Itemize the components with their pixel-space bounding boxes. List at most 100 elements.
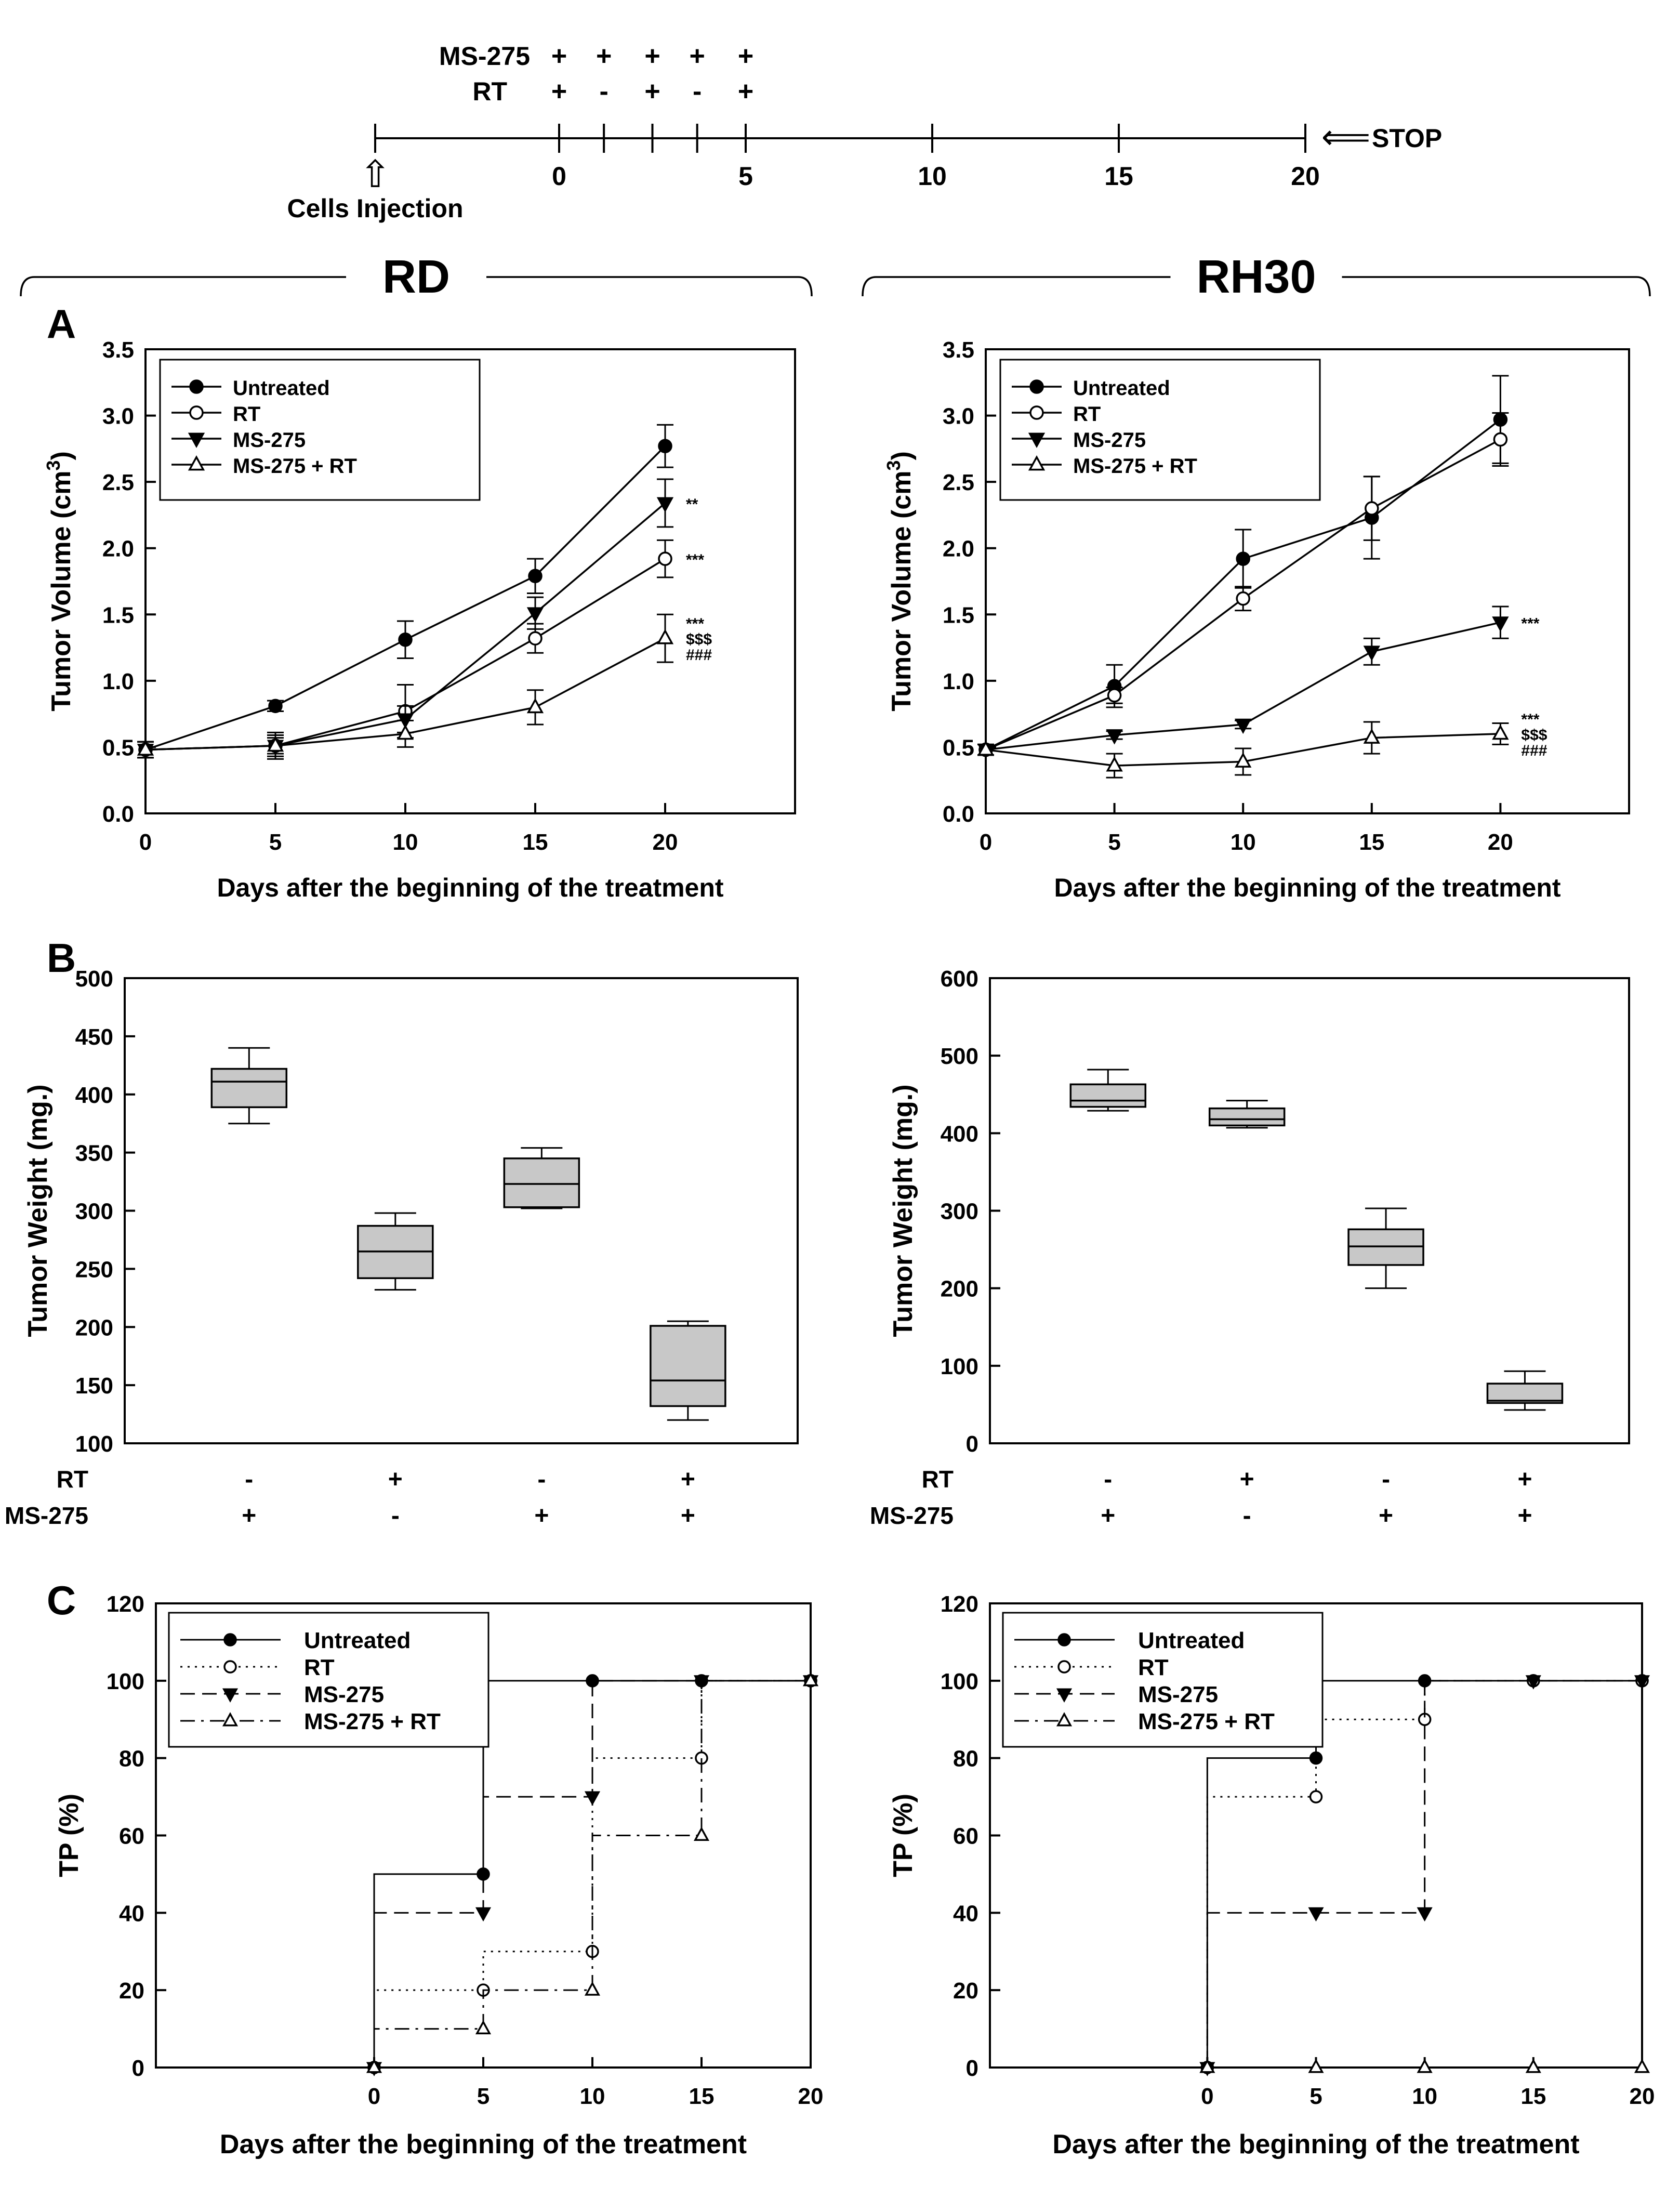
y-tick-label: 200 — [941, 1276, 978, 1302]
y-tick-label: 1.0 — [102, 669, 134, 694]
legend-label: MS-275 — [1073, 429, 1146, 452]
group-brace-rd: RD — [20, 251, 813, 303]
y-tick-label: 3.0 — [102, 404, 134, 429]
timeline-ms275-mark: + — [596, 41, 612, 71]
box-3 — [503, 1147, 580, 1209]
legend-marker — [223, 1660, 237, 1674]
treatment-rt-mark: + — [388, 1466, 403, 1493]
x-tick-label: 15 — [523, 829, 548, 855]
plot-frame — [989, 977, 1630, 1444]
data-point — [1236, 591, 1250, 606]
x-tick-label: 15 — [689, 2084, 715, 2109]
significance-label: $$$ — [686, 631, 712, 648]
x-axis-title: Days after the beginning of the treatmen… — [1054, 873, 1560, 902]
data-point — [267, 736, 284, 752]
legend-label: MS-275 — [304, 1682, 384, 1707]
y-tick-label: 0 — [132, 2056, 144, 2081]
box-1 — [1069, 1069, 1147, 1112]
data-point — [1525, 1675, 1541, 1690]
treatment-ms275-mark: + — [534, 1502, 549, 1530]
legend-marker — [188, 432, 205, 449]
plot-frame — [985, 348, 1630, 814]
box-iqr — [210, 1068, 288, 1109]
x-tick-label: 10 — [1231, 829, 1256, 855]
y-tick-label: 40 — [953, 1901, 978, 1926]
x-axis-title: Days after the beginning of the treatmen… — [217, 873, 723, 902]
data-point — [1106, 756, 1123, 772]
legend-marker — [1028, 432, 1046, 449]
box-iqr — [1069, 1083, 1147, 1108]
y-tick-label: 1.5 — [102, 602, 134, 628]
y-tick-label: 0.5 — [943, 735, 974, 760]
treatment-row-label-ms275: MS-275 — [870, 1502, 954, 1529]
data-point — [1417, 1907, 1433, 1922]
y-tick-label: 250 — [75, 1257, 113, 1282]
y-tick-label: 20 — [953, 1978, 978, 2004]
box-2 — [1208, 1100, 1286, 1129]
data-point — [1235, 752, 1252, 768]
y-tick-label: 0.5 — [102, 735, 134, 760]
x-axis-title: Days after the beginning of the treatmen… — [220, 2129, 747, 2160]
data-point — [1106, 729, 1123, 745]
brace-left-arm — [862, 276, 1171, 297]
y-tick-label: 300 — [75, 1199, 113, 1224]
x-tick-label: 10 — [580, 2084, 605, 2109]
y-tick-label: 3.5 — [943, 337, 974, 363]
data-point — [1363, 646, 1380, 661]
legend-marker — [188, 455, 205, 471]
significance-label: ### — [1521, 742, 1547, 759]
legend-marker — [222, 1712, 239, 1727]
legend-label: RT — [233, 403, 260, 426]
y-tick-label: 400 — [75, 1083, 113, 1108]
series-ms-275-rt — [1199, 2059, 1650, 2073]
y-axis-title: Tumor Weight (mg.) — [23, 1084, 53, 1337]
step-line — [1206, 1680, 1642, 2068]
timeline-row-label-rt: RT — [472, 77, 507, 106]
data-point — [656, 629, 674, 644]
timeline-start-label: Cells Injection — [287, 194, 464, 223]
treatment-ms275-mark: + — [1101, 1502, 1115, 1530]
legend-label: RT — [1073, 403, 1101, 426]
chart-a-rd: 0.0 0.5 1.0 1.5 2.0 2.5 3.0 3.5 0 5 10 15 20 Days aft… — [43, 337, 796, 902]
y-tick-label: 150 — [75, 1373, 113, 1399]
treatment-row-label-rt: RT — [922, 1466, 954, 1493]
legend-label: MS-275 + RT — [1138, 1709, 1275, 1734]
chart-a-rh30: 0.0 0.5 1.0 1.5 2.0 2.5 3.0 3.5 0 5 10 15 20 Days aft… — [883, 337, 1630, 902]
y-tick-label: 3.0 — [943, 404, 974, 429]
data-point — [1492, 724, 1509, 740]
chart-c-rd: 0 20 40 60 80 100 120 0 5 10 15 20 Days after the be… — [54, 1591, 823, 2160]
y-tick-label: 120 — [107, 1591, 144, 1617]
series-ms-275-rt — [366, 1672, 819, 2073]
timeline-rt-mark: + — [551, 76, 567, 107]
y-tick-label: 350 — [75, 1141, 113, 1166]
data-point — [693, 1826, 710, 1841]
x-tick-label: 10 — [393, 829, 418, 855]
x-tick-label: 15 — [1520, 2084, 1546, 2109]
legend-box — [1002, 1612, 1324, 1748]
data-point — [1308, 2059, 1324, 2073]
x-tick-label: 0 — [368, 2084, 380, 2109]
data-point — [137, 740, 154, 756]
x-tick-label: 20 — [1630, 2084, 1655, 2109]
data-point — [268, 699, 283, 714]
timeline-ms275-mark: + — [689, 41, 705, 71]
box-3 — [1347, 1207, 1424, 1289]
data-point — [526, 697, 544, 714]
significance-label: *** — [686, 551, 704, 569]
y-tick-label: 0 — [966, 1431, 978, 1457]
legend-marker — [1057, 1633, 1071, 1647]
legend-label: Untreated — [1138, 1628, 1245, 1653]
y-tick-label: 0 — [966, 2056, 978, 2081]
data-point — [1199, 2059, 1215, 2073]
x-tick-label: 5 — [477, 2084, 490, 2109]
x-tick-label: 0 — [1201, 2084, 1213, 2109]
treatment-timeline: 0 5 10 15 20 MS-275 RT + + + - + + + - + + ⇧Cells Injecti… — [287, 41, 1443, 223]
legend-marker — [1056, 1688, 1073, 1703]
y-tick-label: 450 — [75, 1024, 113, 1050]
timeline-stop-label: STOP — [1372, 124, 1442, 153]
y-tick-label: 500 — [941, 1044, 978, 1069]
